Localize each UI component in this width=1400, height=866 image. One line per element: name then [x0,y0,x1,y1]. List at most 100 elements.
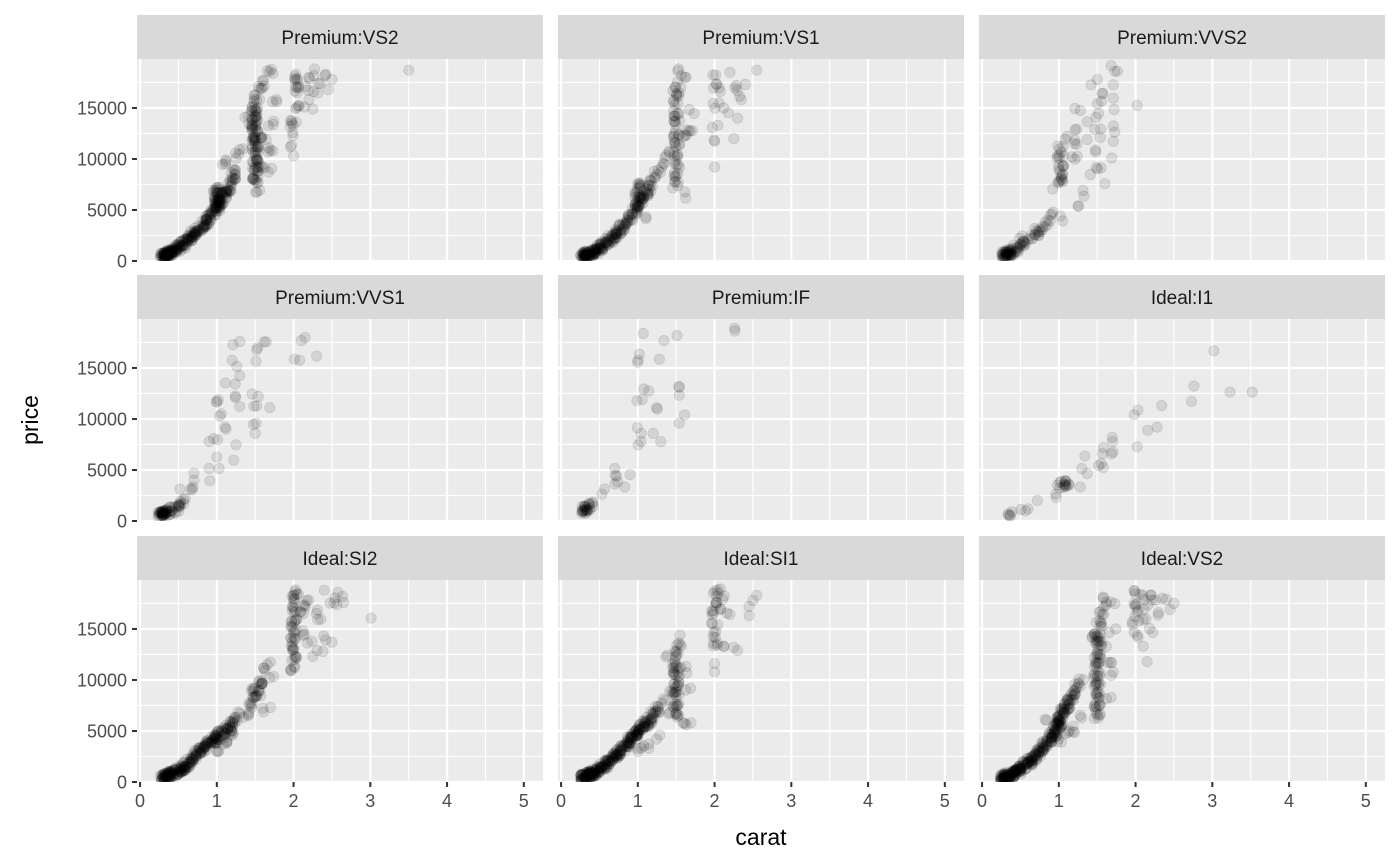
data-point [581,773,593,782]
data-point [213,194,225,206]
data-point [336,590,349,602]
data-point [614,743,626,755]
data-point [213,199,225,211]
data-point [212,733,224,746]
data-point [594,762,606,774]
data-point [198,746,210,758]
data-point [1164,603,1176,616]
data-point [670,87,683,100]
data-point [213,181,225,193]
data-point [1128,584,1140,597]
data-point [1091,98,1103,110]
data-point [589,769,602,782]
data-point [1099,178,1111,190]
data-point [212,191,224,203]
data-point [249,104,261,116]
data-point [589,243,601,255]
data-point [631,422,643,434]
data-point [210,737,222,749]
data-point [209,736,221,748]
data-point [1037,743,1049,755]
data-point [667,701,679,713]
data-point [156,251,168,261]
data-point [303,594,315,606]
data-point [225,167,237,179]
data-point [249,89,261,101]
data-point [1034,746,1046,758]
data-point [617,225,630,237]
data-point [591,760,603,773]
data-point [670,700,683,712]
data-point [651,403,664,415]
data-point [1097,461,1109,473]
data-point [248,173,260,185]
data-point [303,94,315,106]
data-point [1012,764,1025,777]
data-point [619,481,631,493]
data-point [580,252,592,261]
data-point [717,593,729,605]
data-point [634,177,646,189]
data-point [583,498,595,510]
data-point [1014,760,1026,773]
data-point [614,749,626,762]
data-point [177,756,189,768]
data-point [211,181,223,194]
data-point [996,252,1008,261]
data-point [288,602,300,615]
data-point [250,174,262,186]
data-point [227,173,239,185]
data-point [1058,701,1070,713]
data-point [203,737,215,749]
data-point [653,706,665,719]
data-point [173,760,186,772]
data-point [608,233,621,245]
data-point [1095,620,1107,632]
data-point [301,594,313,607]
data-point [629,726,641,738]
data-point [1128,598,1140,610]
data-point [232,706,244,718]
data-point [594,239,606,251]
data-point [581,247,593,259]
data-point [614,747,626,760]
data-point [1041,733,1053,746]
data-point [267,115,280,127]
facet-panel: Premium:VVS1 [137,275,543,521]
data-point [1061,704,1073,716]
data-point [219,421,231,433]
data-point [1093,460,1105,472]
data-point [287,593,300,605]
data-point [1057,160,1069,172]
data-point [167,243,179,255]
data-point [1094,131,1106,143]
data-point [708,134,720,146]
data-point [1046,736,1058,748]
data-point [668,110,681,122]
data-point [1094,615,1106,627]
data-point [733,90,746,102]
y-axis-title: price [17,395,43,445]
data-point [249,105,261,117]
data-point [596,760,608,773]
data-point [166,247,178,259]
data-point [1019,505,1032,517]
data-point [1002,249,1014,261]
data-point [712,587,724,599]
data-point [578,505,590,517]
data-point [595,761,608,773]
data-point [638,715,650,727]
data-point [159,251,171,261]
data-point [1026,751,1038,763]
data-point [209,205,221,217]
data-point [184,758,196,770]
data-point [254,160,266,172]
data-point [1004,772,1016,782]
data-point [610,229,623,241]
data-point [177,493,189,505]
data-point [581,246,593,258]
data-point [580,503,592,516]
data-point [580,774,592,782]
data-point [264,701,277,714]
data-point [211,199,223,211]
